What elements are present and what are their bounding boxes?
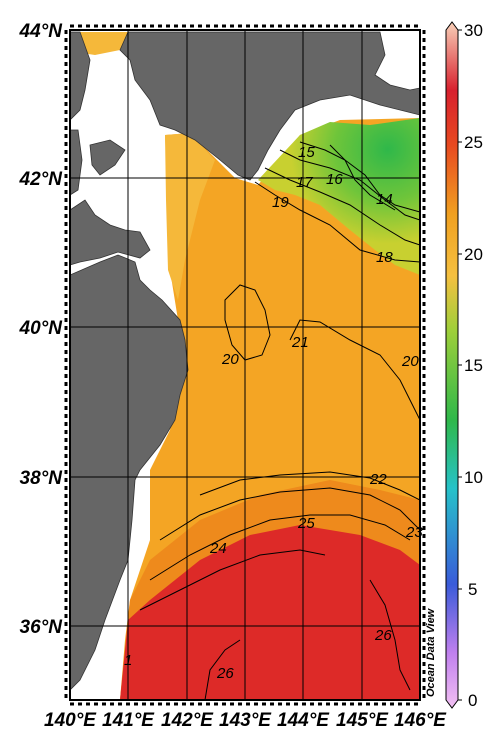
contour-label: 26 <box>374 627 392 644</box>
contour-label: 20 <box>401 353 419 370</box>
frame-ticks <box>64 24 426 706</box>
ocean-field-red <box>120 525 420 700</box>
lat-label-38: 38°N <box>20 468 64 489</box>
colorbar: 30 25 20 15 10 5 0 <box>445 21 483 710</box>
lon-label-143: 143°E <box>219 710 272 731</box>
ocean-field-yellow-west <box>165 133 215 300</box>
contour-label: 24 <box>209 540 227 557</box>
land-shimokita <box>70 129 83 196</box>
colorbar-tick-label: 25 <box>464 133 483 152</box>
graticule <box>70 30 420 700</box>
colorbar-tick-label: 15 <box>464 356 483 375</box>
contour-label: 26 <box>216 665 234 682</box>
land-oshima-peninsula <box>70 31 91 121</box>
colorbar-tick-label: 0 <box>468 691 477 710</box>
latitude-labels: 44°N 42°N 40°N 38°N 36°N <box>19 21 64 638</box>
colorbar-tick-label: 10 <box>464 468 483 487</box>
contour-label: 22 <box>369 471 387 488</box>
contour-label: 18 <box>376 249 393 266</box>
lat-label-42: 42°N <box>19 169 64 190</box>
colorbar-ramp <box>445 21 459 709</box>
contour-label: 19 <box>272 194 289 211</box>
colorbar-tick-label: 20 <box>464 245 483 264</box>
contour-label: 16 <box>326 171 343 188</box>
contour-label: 23 <box>405 524 423 541</box>
contour-lines <box>139 141 420 700</box>
contour-label: 21 <box>291 334 309 351</box>
land-hokkaido <box>119 31 420 181</box>
lat-label-40: 40°N <box>19 318 64 339</box>
colorbar-ticks <box>458 29 462 701</box>
contour-label: 20 <box>221 351 239 368</box>
ocean-field-green <box>258 118 420 275</box>
map-frame <box>69 29 421 701</box>
lon-label-145: 145°E <box>336 710 389 731</box>
colorbar-tick-label: 5 <box>468 580 477 599</box>
contour-label: 17 <box>296 174 313 191</box>
colorbar-tick-label: 30 <box>464 21 483 40</box>
contour-label: 15 <box>298 144 315 161</box>
contour-label: 25 <box>297 515 315 532</box>
lat-label-44: 44°N <box>19 21 64 42</box>
contour-label: 14 <box>376 191 393 208</box>
land-peninsula-inner <box>89 139 126 176</box>
land-northern-honshu-tip <box>70 199 151 266</box>
lon-label-140: 140°E <box>44 710 97 731</box>
lon-label-144: 144°E <box>277 710 330 731</box>
lat-label-36: 36°N <box>20 617 64 638</box>
lon-label-141: 141°E <box>102 710 155 731</box>
ocean-data-view-watermark: Ocean Data View <box>425 607 437 697</box>
lon-label-146: 146°E <box>394 710 447 731</box>
lon-label-142: 142°E <box>161 710 214 731</box>
land-honshu <box>70 254 189 691</box>
longitude-labels: 140°E 141°E 142°E 143°E 144°E 145°E 146°… <box>44 710 447 731</box>
